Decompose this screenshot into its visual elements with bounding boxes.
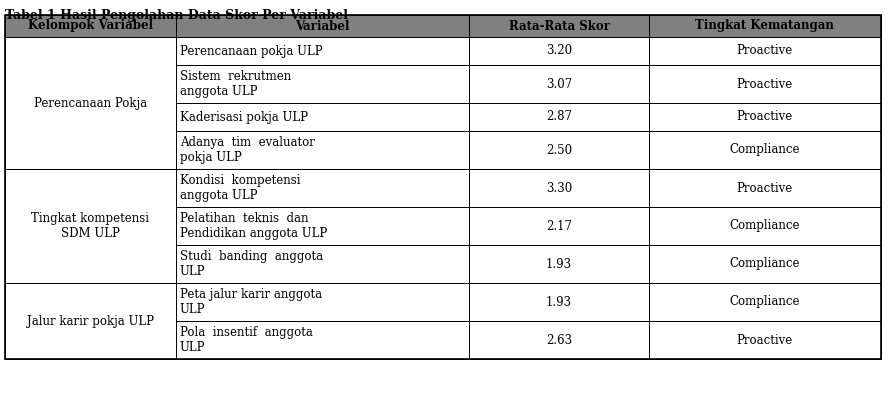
Bar xyxy=(649,131,881,169)
Text: Proactive: Proactive xyxy=(737,111,793,124)
Text: Jalur karir pokja ULP: Jalur karir pokja ULP xyxy=(27,315,154,328)
Text: 3.07: 3.07 xyxy=(546,78,573,91)
Bar xyxy=(5,169,176,283)
Text: Compliance: Compliance xyxy=(729,144,800,157)
Text: Peta jalur karir anggota
ULP: Peta jalur karir anggota ULP xyxy=(180,288,322,316)
Text: Adanya  tim  evaluator
pokja ULP: Adanya tim evaluator pokja ULP xyxy=(180,136,314,164)
Bar xyxy=(176,245,470,283)
Bar xyxy=(176,283,470,321)
Text: Compliance: Compliance xyxy=(729,257,800,271)
Bar xyxy=(649,245,881,283)
Bar xyxy=(470,37,649,65)
Bar xyxy=(470,169,649,207)
Text: 2.87: 2.87 xyxy=(546,111,572,124)
Bar xyxy=(5,103,176,131)
Bar xyxy=(470,103,649,131)
Bar xyxy=(176,207,470,245)
Bar xyxy=(5,207,176,245)
Text: Kelompok Variabel: Kelompok Variabel xyxy=(28,20,153,33)
Bar xyxy=(470,207,649,245)
Bar xyxy=(649,169,881,207)
Bar xyxy=(176,37,470,65)
Text: Kondisi  kompetensi
anggota ULP: Kondisi kompetensi anggota ULP xyxy=(180,174,300,202)
Bar xyxy=(470,15,649,37)
Text: 1.93: 1.93 xyxy=(546,295,573,308)
Bar xyxy=(176,131,470,169)
Bar xyxy=(649,207,881,245)
Bar xyxy=(649,103,881,131)
Text: Compliance: Compliance xyxy=(729,295,800,308)
Bar xyxy=(649,65,881,103)
Text: Pola  insentif  anggota
ULP: Pola insentif anggota ULP xyxy=(180,326,313,354)
Bar xyxy=(176,65,470,103)
Bar xyxy=(649,283,881,321)
Bar xyxy=(470,65,649,103)
Bar xyxy=(5,37,176,65)
Bar xyxy=(649,37,881,65)
Text: Tingkat Kematangan: Tingkat Kematangan xyxy=(695,20,834,33)
Text: Compliance: Compliance xyxy=(729,220,800,233)
Text: Perencanaan Pokja: Perencanaan Pokja xyxy=(34,97,147,109)
Bar xyxy=(5,131,176,169)
Bar xyxy=(176,169,470,207)
Bar xyxy=(176,321,470,359)
Text: Proactive: Proactive xyxy=(737,78,793,91)
Bar xyxy=(5,321,176,359)
Bar xyxy=(5,169,176,207)
Text: Proactive: Proactive xyxy=(737,44,793,58)
Text: Sistem  rekrutmen
anggota ULP: Sistem rekrutmen anggota ULP xyxy=(180,70,291,98)
Bar xyxy=(5,15,881,359)
Text: Proactive: Proactive xyxy=(737,333,793,346)
Bar xyxy=(649,15,881,37)
Text: 1.93: 1.93 xyxy=(546,257,573,271)
Bar xyxy=(5,283,176,359)
Text: 2.17: 2.17 xyxy=(546,220,572,233)
Text: Kaderisasi pokja ULP: Kaderisasi pokja ULP xyxy=(180,111,308,124)
Text: Studi  banding  anggota
ULP: Studi banding anggota ULP xyxy=(180,250,323,278)
Bar xyxy=(470,321,649,359)
Text: Proactive: Proactive xyxy=(737,182,793,195)
Bar xyxy=(5,283,176,321)
Text: 3.30: 3.30 xyxy=(546,182,573,195)
Text: Perencanaan pokja ULP: Perencanaan pokja ULP xyxy=(180,44,323,58)
Bar xyxy=(649,321,881,359)
Bar xyxy=(470,283,649,321)
Text: 2.63: 2.63 xyxy=(546,333,573,346)
Text: Pelatihan  teknis  dan
Pendidikan anggota ULP: Pelatihan teknis dan Pendidikan anggota … xyxy=(180,212,327,240)
Bar xyxy=(176,15,470,37)
Text: Tabel 1 Hasil Pengolahan Data Skor Per Variabel: Tabel 1 Hasil Pengolahan Data Skor Per V… xyxy=(5,9,348,22)
Text: 2.50: 2.50 xyxy=(546,144,573,157)
Text: Variabel: Variabel xyxy=(296,20,349,33)
Bar xyxy=(176,103,470,131)
Text: 3.20: 3.20 xyxy=(546,44,573,58)
Bar xyxy=(5,65,176,103)
Bar xyxy=(470,131,649,169)
Bar xyxy=(470,245,649,283)
Bar xyxy=(5,37,176,169)
Bar xyxy=(5,15,176,37)
Text: Rata-Rata Skor: Rata-Rata Skor xyxy=(509,20,609,33)
Text: Tingkat kompetensi
SDM ULP: Tingkat kompetensi SDM ULP xyxy=(31,212,150,240)
Bar xyxy=(5,245,176,283)
